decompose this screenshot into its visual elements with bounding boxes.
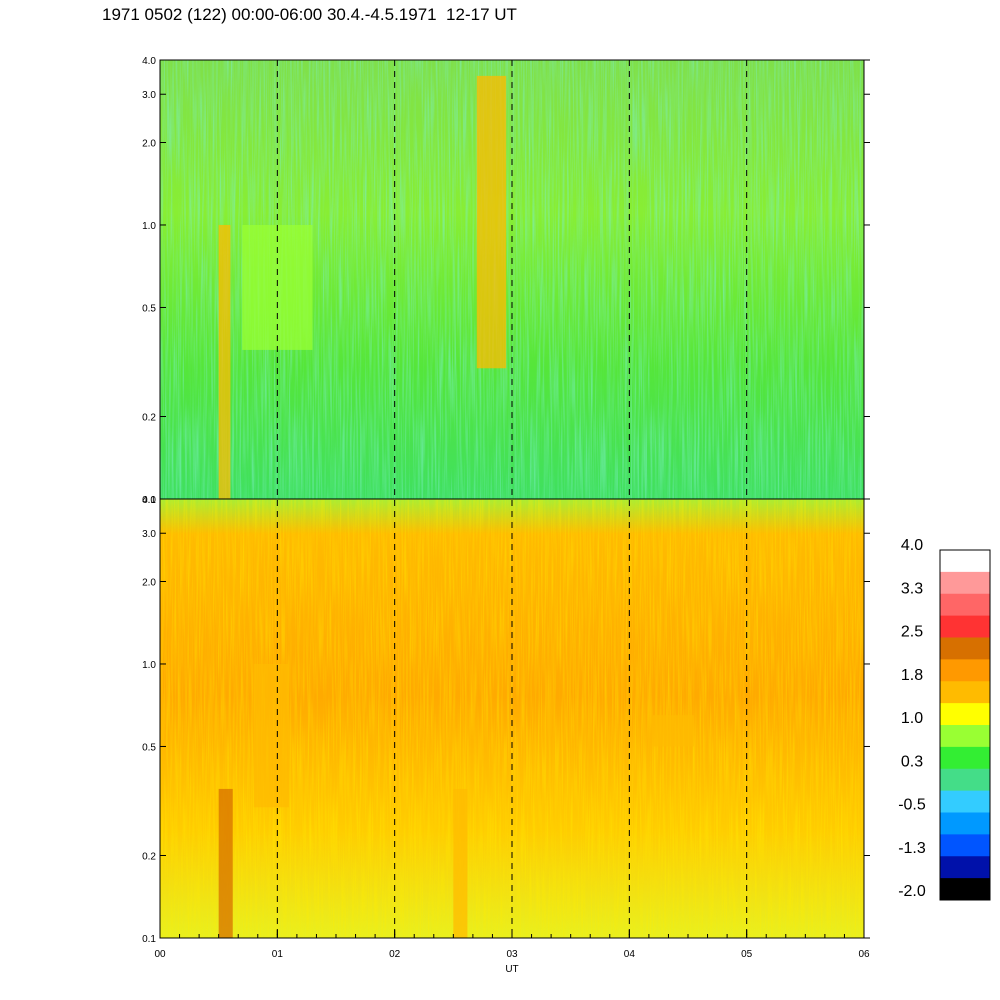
x-tick-label: 02 [389, 949, 401, 960]
colorbar-swatch [940, 812, 990, 835]
colorbar-swatch [940, 681, 990, 704]
colorbar-label: 0.3 [901, 753, 923, 770]
colorbar-label: 1.8 [901, 667, 923, 684]
upper-panel-bands [218, 75, 507, 500]
x-axis: 00 01 02 03 04 05 06 [154, 930, 870, 960]
y-tick-label: 3.0 [142, 529, 156, 540]
y-tick-label: 4.0 [142, 56, 156, 67]
colorbar-swatch [940, 637, 990, 660]
chart-title: 1971 0502 (122) 00:00-06:00 30.4.-4.5.19… [102, 5, 517, 24]
colorbar: 4.0 3.3 2.5 1.8 1.0 0.3 -0.5 -1.3 -2.0 [898, 537, 991, 901]
y-tick-label: 2.0 [142, 577, 156, 588]
colorbar-frame [939, 549, 991, 901]
colorbar-label: 2.5 [901, 624, 923, 641]
heatmap-band [242, 224, 313, 350]
lower-y-axis: 0.1 0.2 0.5 1.0 2.0 3.0 4.0 [142, 495, 870, 945]
colorbar-label: 1.0 [901, 710, 923, 727]
colorbar-swatch [940, 615, 990, 638]
y-tick-label: 2.0 [142, 138, 156, 149]
heatmap-band [218, 224, 231, 500]
heatmap-band [476, 75, 507, 369]
hour-dashed-lines [276, 60, 748, 938]
y-tick-label: 0.5 [142, 742, 156, 753]
x-tick-label: 06 [858, 949, 870, 960]
colorbar-label: -1.3 [898, 840, 926, 857]
colorbar-swatch [940, 768, 990, 792]
x-tick-label: 00 [154, 949, 166, 960]
y-tick-label: 1.0 [142, 660, 156, 671]
colorbar-label: 3.3 [901, 580, 923, 597]
colorbar-swatch [940, 878, 990, 901]
heatmap-band [218, 788, 233, 938]
y-tick-label: 0.1 [142, 495, 156, 506]
colorbar-swatch [940, 550, 990, 573]
lower-panel: 0.1 0.2 0.5 1.0 2.0 3.0 4.0 [142, 495, 870, 945]
colorbar-swatch [940, 856, 990, 879]
y-tick-label: 3.0 [142, 90, 156, 101]
heatmap-band [253, 663, 290, 808]
colorbar-swatch [940, 790, 990, 813]
colorbar-swatch [940, 593, 990, 617]
x-axis-label: UT [505, 964, 518, 975]
colorbar-label: -2.0 [898, 883, 926, 900]
colorbar-swatch [940, 746, 990, 770]
colorbar-label: -0.5 [898, 797, 926, 814]
heatmap-band [453, 788, 468, 938]
colorbar-swatch [940, 834, 990, 857]
upper-panel: 0.1 0.2 0.5 1.0 2.0 3.0 4.0 [142, 56, 870, 506]
colorbar-label: 4.0 [901, 537, 923, 554]
y-tick-label: 4.0 [142, 495, 156, 506]
heatmap-band [652, 715, 694, 747]
y-tick-label: 0.2 [142, 413, 156, 424]
colorbar-swatch [940, 703, 990, 726]
lower-panel-bands [218, 663, 694, 938]
colorbar-swatch [940, 725, 990, 748]
x-tick-label: 04 [624, 949, 636, 960]
x-tick-label: 01 [272, 949, 284, 960]
colorbar-swatch [940, 659, 990, 682]
colorbar-swatch [940, 571, 990, 595]
y-tick-label: 0.1 [142, 934, 156, 945]
y-tick-label: 1.0 [142, 221, 156, 232]
y-tick-label: 0.5 [142, 303, 156, 314]
y-tick-label: 0.2 [142, 852, 156, 863]
x-tick-label: 05 [741, 949, 753, 960]
x-tick-label: 03 [506, 949, 518, 960]
